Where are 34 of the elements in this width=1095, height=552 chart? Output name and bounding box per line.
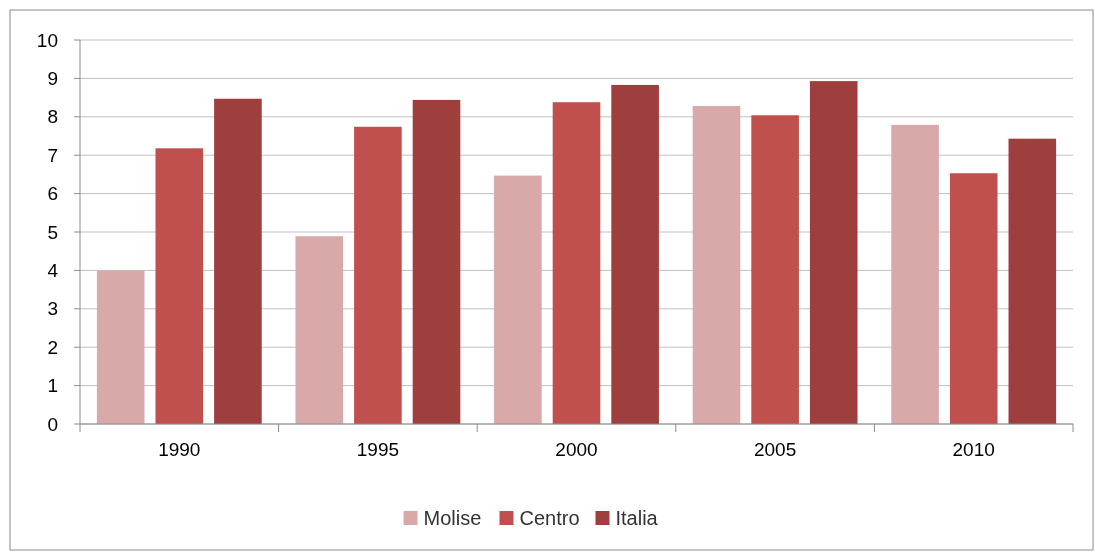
bar — [891, 124, 939, 424]
y-tick-label: 9 — [47, 68, 58, 90]
bar — [494, 175, 542, 424]
bar — [949, 173, 998, 424]
y-tick-label: 0 — [47, 413, 58, 435]
bar — [751, 115, 799, 424]
bar — [809, 81, 858, 424]
x-tick-label: 2005 — [753, 439, 797, 460]
y-tick-label: 3 — [47, 298, 58, 320]
y-tick-label: 2 — [47, 336, 58, 358]
bar — [354, 126, 402, 424]
bar — [155, 148, 204, 424]
y-tick-label: 5 — [47, 221, 58, 243]
legend-label: Italia — [615, 507, 659, 529]
legend-label: Centro — [519, 507, 580, 529]
y-tick-label: 10 — [36, 29, 58, 51]
bar — [214, 98, 262, 424]
bar — [552, 102, 601, 424]
bar — [412, 99, 461, 424]
x-tick-label: 2010 — [952, 439, 995, 460]
x-tick-label: 2000 — [555, 439, 598, 460]
y-tick-label: 8 — [47, 106, 58, 128]
bar — [611, 84, 659, 424]
x-tick-label: 1995 — [356, 439, 400, 460]
x-tick-label: 1990 — [158, 439, 201, 460]
legend-label: Molise — [423, 507, 482, 529]
y-tick-label: 7 — [47, 144, 58, 166]
y-tick-label: 4 — [47, 260, 59, 282]
y-tick-label: 1 — [47, 375, 58, 397]
bar — [96, 270, 145, 424]
y-tick-label: 6 — [47, 183, 58, 205]
bar — [295, 236, 344, 424]
bar — [692, 106, 741, 424]
bar — [1008, 138, 1057, 424]
